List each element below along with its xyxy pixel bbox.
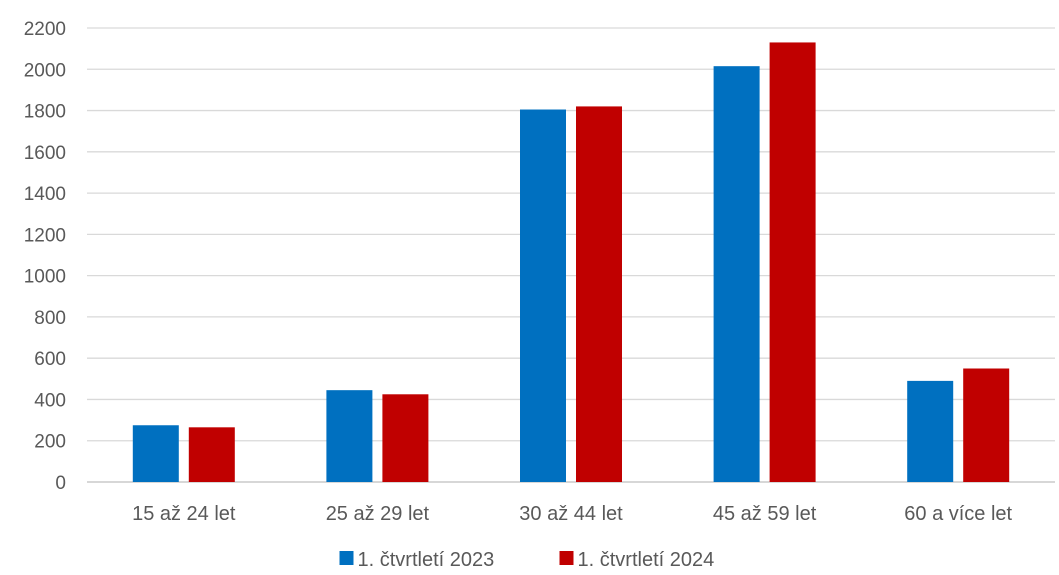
y-tick-label: 1400 <box>24 184 66 205</box>
y-tick-label: 0 <box>55 473 66 494</box>
y-tick-label: 2200 <box>24 19 66 40</box>
legend-label: 1. čtvrtletí 2024 <box>578 549 715 571</box>
y-tick-label: 400 <box>34 390 66 411</box>
bar-2-4 <box>769 42 816 482</box>
bar-2-2 <box>382 394 429 482</box>
legend-label: 1. čtvrtletí 2023 <box>358 549 495 571</box>
bar-1-1 <box>132 425 179 482</box>
bar-1-3 <box>520 109 566 482</box>
y-tick-label: 600 <box>34 349 66 370</box>
x-category-label: 25 až 29 let <box>326 503 430 525</box>
x-category-label: 15 až 24 let <box>132 503 236 525</box>
bar-1-4 <box>713 66 760 482</box>
bar-2-5 <box>963 368 1010 482</box>
y-axis-ticks: 0 200 400 600 800 1000 1200 1400 1600 1800 2000 220… <box>24 19 66 494</box>
y-tick-label: 1800 <box>24 102 66 123</box>
y-tick-label: 1600 <box>24 143 66 164</box>
legend-swatch <box>559 551 574 565</box>
legend: 1. čtvrtletí 2023 1. čtvrtletí 2024 <box>339 549 715 571</box>
y-tick-label: 1200 <box>24 225 66 246</box>
x-category-label: 30 až 44 let <box>519 503 623 525</box>
bar-1-5 <box>907 380 954 482</box>
bars <box>132 42 1010 482</box>
y-tick-label: 800 <box>34 308 66 329</box>
legend-swatch <box>339 551 354 565</box>
y-tick-label: 1000 <box>24 267 66 288</box>
gridlines <box>87 27 1055 483</box>
bar-2-1 <box>188 427 235 482</box>
y-tick-label: 200 <box>34 432 66 453</box>
y-tick-label: 2000 <box>24 60 66 81</box>
x-category-label: 45 až 59 let <box>713 503 817 525</box>
x-axis-labels: 15 až 24 let 25 až 29 let 30 až 44 let 45 a… <box>132 503 1012 525</box>
x-category-label: 60 a více let <box>904 503 1012 525</box>
bar-1-2 <box>326 390 373 482</box>
bar-2-3 <box>576 106 622 482</box>
